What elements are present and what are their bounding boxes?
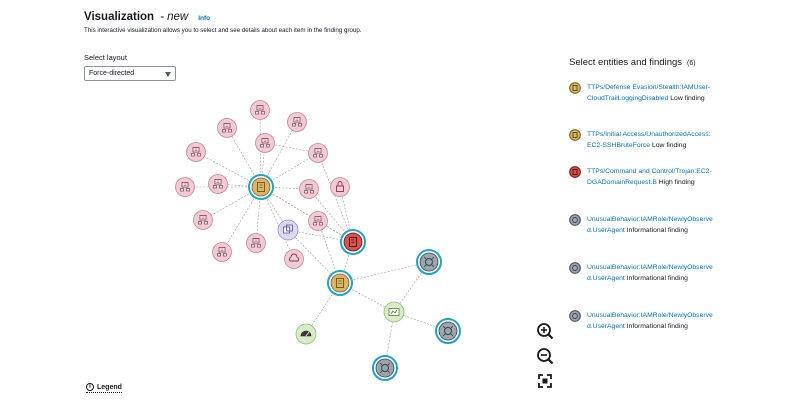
finding-severity-icon — [569, 262, 581, 274]
page-title: Visualization — [84, 11, 155, 23]
resource-node[interactable] — [299, 179, 319, 199]
graph-edge — [260, 186, 295, 260]
resource-node[interactable] — [308, 143, 328, 163]
resource-node[interactable] — [217, 118, 237, 138]
finding-link[interactable]: TTPs/Initial Access/UnauthorizedAccess:E… — [587, 131, 711, 149]
finding-node-low[interactable] — [327, 270, 353, 296]
finding-node-low[interactable] — [248, 174, 274, 200]
finding-link[interactable]: UnusualBehavior:IAMRole/NewlyObserved.Us… — [587, 216, 713, 234]
finding-severity: High finding — [658, 179, 695, 186]
finding-link[interactable]: TTPs/Command and Control/Trojan:EC2-DGAD… — [587, 168, 712, 186]
graph-edge — [317, 152, 354, 243]
chevron-down-icon — [165, 72, 171, 77]
fit-view-icon — [538, 374, 552, 388]
info-link[interactable]: Info — [198, 15, 211, 22]
layout-select-value: Force-directed — [89, 70, 135, 77]
finding-severity: Low finding — [651, 142, 687, 149]
resource-node[interactable] — [208, 174, 228, 194]
header: Visualization - new Info This interactiv… — [84, 11, 362, 34]
network-node[interactable] — [383, 301, 405, 323]
resource-node[interactable] — [308, 211, 328, 231]
resource-node[interactable] — [246, 233, 266, 253]
finding-severity-icon — [569, 82, 581, 94]
info-circle-icon: i — [86, 383, 94, 391]
title-row: Visualization - new Info — [84, 11, 362, 23]
finding-item[interactable]: TTPs/Command and Control/Trojan:EC2-DGAD… — [569, 166, 714, 188]
zoom-in-button[interactable] — [536, 322, 554, 340]
finding-item[interactable]: TTPs/Defense Evasion/Stealth:IAMUser-Clo… — [569, 82, 714, 104]
legend-label: Legend — [97, 383, 122, 391]
resource-node[interactable] — [250, 100, 270, 120]
graph-edge — [221, 186, 262, 253]
finding-severity-icon — [569, 129, 581, 141]
finding-severity: Informational finding — [626, 323, 688, 330]
legend-toggle[interactable]: i Legend — [86, 383, 122, 393]
resource-node[interactable] — [175, 177, 195, 197]
layout-label: Select layout — [84, 53, 127, 62]
resource-node[interactable] — [287, 112, 307, 132]
zoom-in-icon — [537, 323, 554, 340]
finding-node-informational[interactable] — [372, 355, 398, 381]
finding-item[interactable]: UnusualBehavior:IAMRole/NewlyObserved.Us… — [569, 310, 714, 332]
finding-node-informational[interactable] — [416, 249, 442, 275]
finding-severity-icon — [569, 310, 581, 322]
entities-panel: Select entities and findings (6) TTPs/De… — [569, 57, 794, 330]
zoom-out-icon — [537, 348, 554, 365]
lock-node[interactable] — [330, 177, 350, 197]
finding-severity-icon — [569, 214, 581, 226]
resource-node[interactable] — [212, 242, 232, 262]
fit-view-button[interactable] — [536, 372, 554, 390]
finding-severity: Informational finding — [626, 227, 688, 234]
finding-item[interactable]: UnusualBehavior:IAMRole/NewlyObserved.Us… — [569, 262, 714, 284]
graph-edge — [393, 311, 449, 332]
page-description: This interactive visualization allows yo… — [84, 27, 362, 34]
resource-node[interactable] — [284, 249, 304, 269]
finding-item[interactable]: UnusualBehavior:IAMRole/NewlyObserved.Us… — [569, 214, 714, 236]
zoom-out-button[interactable] — [536, 347, 554, 365]
resource-node[interactable] — [193, 210, 213, 230]
panel-title: Select entities and findings — [569, 57, 683, 68]
graph-edge — [317, 220, 341, 284]
finding-severity-icon — [569, 166, 581, 178]
panel-count: (6) — [687, 60, 696, 67]
finding-link[interactable]: UnusualBehavior:IAMRole/NewlyObserved.Us… — [587, 312, 713, 330]
finding-severity: Informational finding — [626, 275, 688, 282]
finding-link[interactable]: UnusualBehavior:IAMRole/NewlyObserved.Us… — [587, 264, 713, 282]
resource-node[interactable] — [186, 142, 206, 162]
finding-severity: Low finding — [670, 95, 705, 102]
title-state: - new — [160, 11, 189, 23]
graph-edge — [339, 261, 430, 284]
finding-node-high[interactable] — [340, 229, 366, 255]
layout-select[interactable]: Force-directed — [84, 66, 176, 81]
graph-edge — [287, 229, 341, 284]
finding-link[interactable]: TTPs/Defense Evasion/Stealth:IAMUser-Clo… — [587, 84, 711, 102]
finding-node-informational[interactable] — [435, 318, 461, 344]
instance-node[interactable] — [277, 219, 299, 241]
graph-edge — [287, 229, 354, 243]
meter-node[interactable] — [295, 323, 317, 345]
finding-item[interactable]: TTPs/Initial Access/UnauthorizedAccess:E… — [569, 129, 714, 151]
resource-node[interactable] — [255, 133, 275, 153]
panel-header: Select entities and findings (6) — [569, 57, 794, 68]
